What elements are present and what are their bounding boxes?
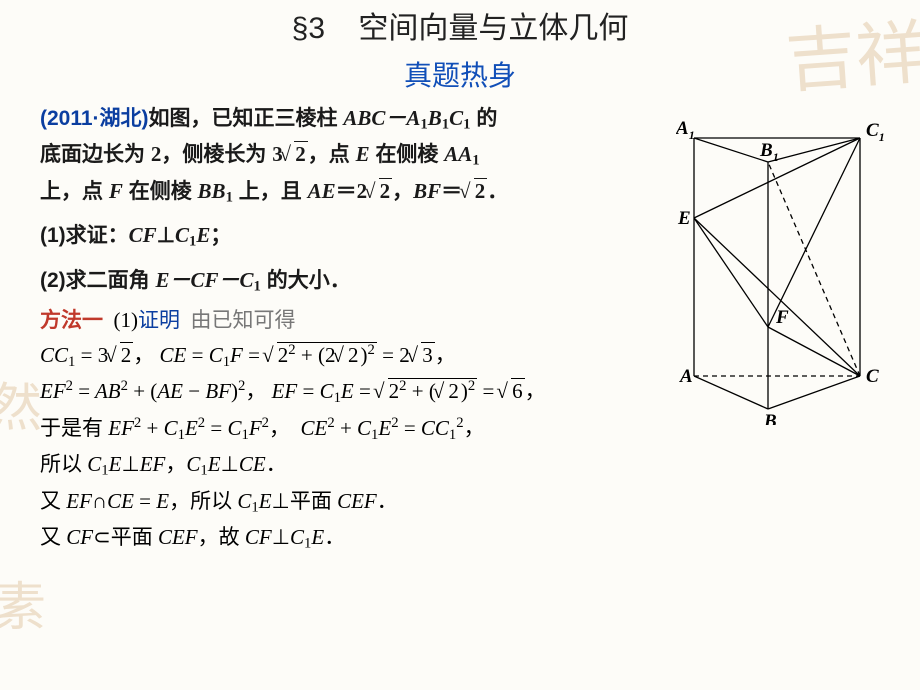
svg-text:C: C [866,366,879,387]
txt: 的大小． [267,269,351,292]
problem-line3: 上，点 F 在侧棱 BB1 上，且 AE＝22，BF＝2． [40,175,680,209]
question-2: (2)求二面角 E－CF－C1 的大小． [40,264,680,298]
txt: 上，且 [239,180,302,203]
txt: ． [487,180,508,203]
svg-text:F: F [775,307,789,328]
solution-line6: 又 CF⊂平面 CEF，故 CF⊥C1E． [40,521,890,555]
section-name: 空间向量与立体几何 [358,12,628,45]
edge: AA1 [444,142,479,166]
txt: 如图，已知正三棱柱 [149,107,338,130]
prism-figure: A B C A1 B1 C1 E F [676,120,886,425]
rad: 2 [294,141,308,166]
solution-line5: 又 EF∩CE = E，所以 C1E⊥平面 CEF． [40,485,890,519]
txt: ，侧棱长为 [161,143,266,166]
txt: ，点 [308,143,350,166]
svg-text:B1: B1 [759,140,779,164]
txt: (1)求证： [40,224,129,247]
BF: BF＝2 [413,179,487,203]
section-subtitle: 真题热身 [0,55,920,98]
txt: 在侧棱 [375,143,438,166]
txt: 在侧棱 [129,180,192,203]
decorative-watermark-bl: 素 [0,569,46,650]
edge: BB1 [198,179,233,203]
problem-source: (2011·湖北) [40,107,149,130]
method-label: 方法一 [40,308,103,332]
txt: 底面边长为 [40,143,145,166]
pt: F [109,179,123,203]
question-1: (1)求证：CF⊥C1E； [40,219,680,253]
section-number: §3 [292,12,325,45]
svg-text:C1: C1 [866,120,885,144]
part-label: (1) [114,308,139,332]
svg-text:A: A [679,366,693,387]
known-label: 由已知可得 [191,308,296,332]
txt: ； [210,224,231,247]
solution-line4: 所以 C1E⊥EF，C1E⊥CE． [40,448,890,482]
pt: E [356,142,370,166]
AE: AE＝22 [308,179,393,203]
prism-label: ABC－A1B1C1 [343,106,470,130]
base-edge: 2 [151,142,162,166]
txt: (2)求二面角 [40,269,150,292]
proof-label: 证明 [138,308,180,332]
svg-text:E: E [677,208,691,229]
svg-text:B: B [763,411,777,425]
svg-text:A1: A1 [676,120,695,142]
txt: 上，点 [40,180,103,203]
txt: 的 [476,107,497,130]
problem-line2: 底面边长为 2，侧棱长为 32，点 E 在侧棱 AA1 [40,138,680,172]
section-title: §3 空间向量与立体几何 [0,0,920,53]
txt: ， [392,180,413,203]
problem-statement: (2011·湖北)如图，已知正三棱柱 ABC－A1B1C1 的 [40,102,680,136]
